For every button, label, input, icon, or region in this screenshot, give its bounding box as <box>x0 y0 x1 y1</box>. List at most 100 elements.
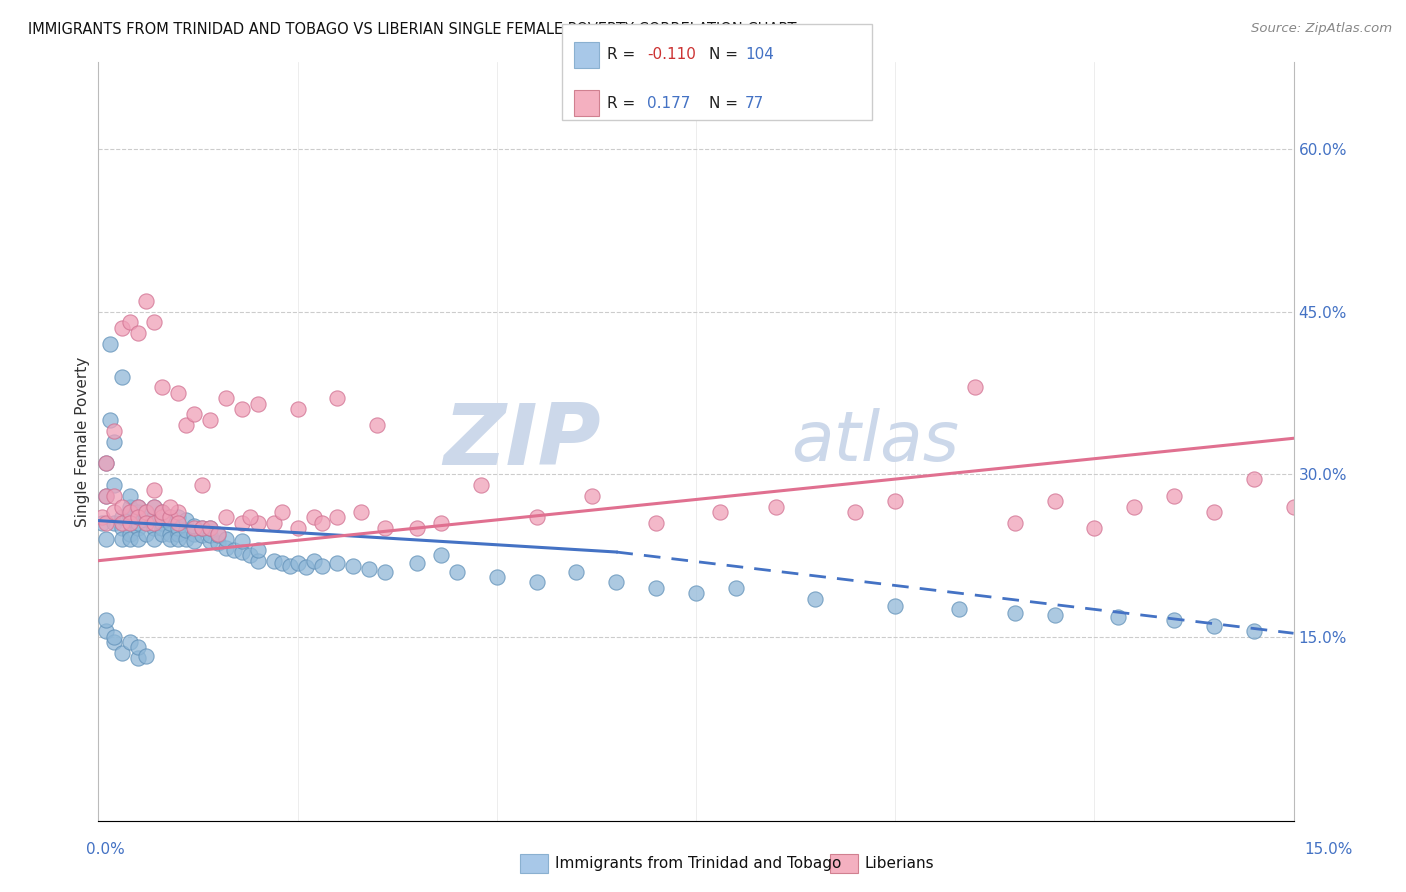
Point <box>150 380 173 394</box>
Point <box>135 293 157 308</box>
Point <box>159 510 181 524</box>
Point <box>135 516 157 530</box>
Point <box>111 646 134 660</box>
Text: Immigrants from Trinidad and Tobago: Immigrants from Trinidad and Tobago <box>555 856 842 871</box>
Text: N =: N = <box>709 47 742 62</box>
Point <box>111 516 134 530</box>
Point <box>1202 505 1225 519</box>
Point <box>526 575 548 590</box>
Point <box>342 559 364 574</box>
Point <box>1282 500 1305 514</box>
Point <box>191 521 214 535</box>
Point <box>120 635 142 649</box>
Point <box>159 500 181 514</box>
Point <box>96 516 118 530</box>
Point <box>231 534 253 549</box>
Point <box>159 532 181 546</box>
Point <box>430 516 453 530</box>
Point <box>103 505 125 519</box>
Point <box>127 510 149 524</box>
Point <box>150 510 173 524</box>
Point <box>174 418 197 433</box>
Point <box>127 326 149 341</box>
Point <box>581 489 603 503</box>
Point <box>127 651 149 665</box>
Point <box>96 624 118 639</box>
Point <box>91 510 114 524</box>
Point <box>963 380 986 394</box>
Point <box>103 478 125 492</box>
Point <box>143 315 166 329</box>
Point <box>127 500 149 514</box>
Point <box>231 402 253 417</box>
Point <box>127 532 149 546</box>
Text: Source: ZipAtlas.com: Source: ZipAtlas.com <box>1251 22 1392 36</box>
Point <box>167 505 190 519</box>
Point <box>127 500 149 514</box>
Point <box>120 315 142 329</box>
Text: Liberians: Liberians <box>865 856 935 871</box>
Point <box>246 396 269 410</box>
Point <box>96 489 118 503</box>
Point <box>709 505 731 519</box>
Point <box>326 510 349 524</box>
Point <box>111 321 134 335</box>
Point <box>311 559 333 574</box>
Point <box>1202 618 1225 632</box>
Point <box>174 524 197 538</box>
Point <box>191 527 214 541</box>
Text: 0.0%: 0.0% <box>86 842 125 856</box>
Point <box>1043 607 1066 622</box>
Point <box>359 562 381 576</box>
Point <box>167 516 190 530</box>
Point <box>1123 500 1146 514</box>
Point <box>183 526 205 541</box>
Point <box>159 526 181 541</box>
Point <box>103 489 125 503</box>
Point <box>120 516 142 530</box>
Point <box>111 500 134 514</box>
Point <box>174 532 197 546</box>
Point <box>143 521 166 535</box>
Point <box>198 534 221 549</box>
Point <box>685 586 707 600</box>
Point <box>135 505 157 519</box>
Point <box>167 526 190 541</box>
Point <box>127 516 149 530</box>
Point <box>1163 613 1185 627</box>
Point <box>294 560 316 574</box>
Text: 0.177: 0.177 <box>647 95 690 111</box>
Point <box>326 391 349 405</box>
Point <box>350 505 373 519</box>
Point <box>143 532 166 546</box>
Point <box>120 500 142 514</box>
Point <box>844 505 866 519</box>
Point <box>143 516 166 530</box>
Point <box>103 424 125 438</box>
Point <box>207 526 229 541</box>
Point <box>605 575 627 590</box>
Y-axis label: Single Female Poverty: Single Female Poverty <box>75 357 90 526</box>
Point <box>565 565 588 579</box>
Point <box>270 556 292 570</box>
Point <box>143 483 166 498</box>
Point <box>111 532 134 546</box>
Point <box>645 581 668 595</box>
Point <box>167 385 190 400</box>
Point <box>183 521 205 535</box>
Point <box>120 526 142 541</box>
Point <box>231 516 253 530</box>
Point <box>159 510 181 524</box>
Point <box>406 521 429 535</box>
Point <box>263 554 285 568</box>
Point <box>278 559 301 574</box>
Point <box>191 478 214 492</box>
Point <box>302 554 325 568</box>
Point <box>215 391 238 405</box>
Point <box>120 505 142 519</box>
Point <box>765 500 787 514</box>
Point <box>96 456 118 470</box>
Point <box>135 510 157 524</box>
Point <box>645 516 668 530</box>
Text: R =: R = <box>607 47 641 62</box>
